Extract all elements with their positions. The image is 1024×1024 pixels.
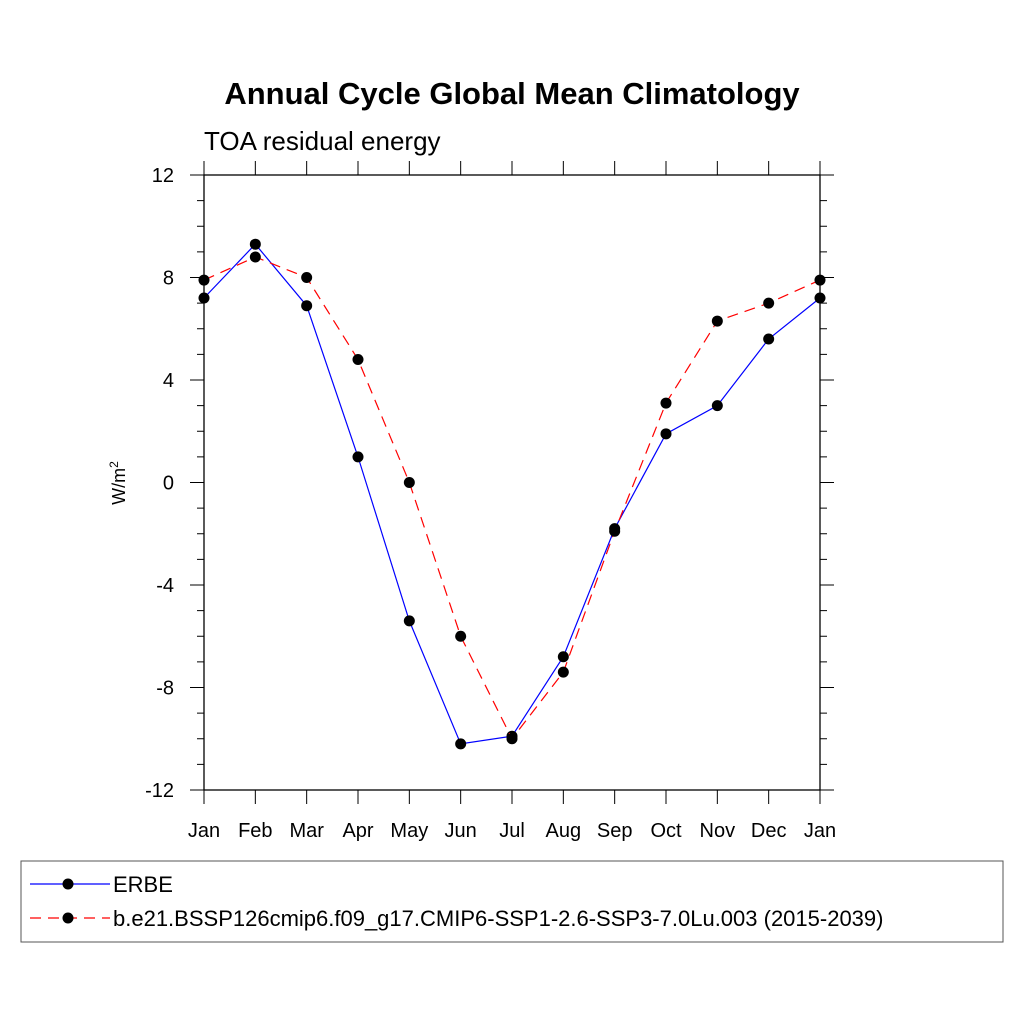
x-tick-label: Jul	[499, 820, 525, 842]
data-point	[352, 451, 364, 463]
x-tick-label: Jan	[188, 820, 220, 842]
legend-label: ERBE	[113, 872, 173, 897]
data-point	[403, 615, 415, 627]
series-1	[198, 238, 826, 750]
y-axis-label: W/m2	[107, 461, 129, 505]
chart-subtitle: TOA residual energy	[204, 126, 441, 156]
plot-area	[203, 174, 821, 791]
data-point	[249, 251, 261, 263]
data-point	[711, 400, 723, 412]
data-point	[557, 666, 569, 678]
x-tick-label: Oct	[650, 820, 682, 842]
data-point	[198, 292, 210, 304]
legend-marker	[62, 912, 74, 924]
x-tick-label: Nov	[700, 820, 736, 842]
y-tick-label: -8	[156, 678, 174, 700]
plot-border	[203, 174, 821, 791]
legend-label: b.e21.BSSP126cmip6.f09_g17.CMIP6-SSP1-2.…	[113, 906, 883, 931]
series-layer	[198, 238, 826, 750]
y-axis: -12 -8 -4 0 4 8 12	[145, 165, 834, 802]
y-tick-label: 12	[152, 165, 174, 187]
x-tick-label: Sep	[597, 820, 633, 842]
x-tick-label: Apr	[342, 820, 373, 842]
x-axis: Jan Feb Mar Apr May Jun Jul Aug Sep Oct Nov Dec Jan	[188, 161, 836, 842]
chart-title: Annual Cycle Global Mean Climatology	[224, 76, 800, 111]
y-tick-label: 8	[163, 268, 174, 290]
data-point	[711, 315, 723, 327]
y-tick-label: 4	[163, 370, 174, 392]
y-tick-label: -4	[156, 575, 174, 597]
data-point	[609, 525, 621, 537]
data-point	[455, 630, 467, 642]
x-tick-label: Jun	[445, 820, 477, 842]
x-tick-label: Feb	[238, 820, 272, 842]
data-point	[506, 733, 518, 745]
x-tick-label: Jan	[804, 820, 836, 842]
y-tick-label: 0	[163, 473, 174, 495]
series-line	[203, 243, 821, 745]
data-point	[660, 397, 672, 409]
x-tick-label: Aug	[546, 820, 582, 842]
legend-box	[20, 860, 1004, 943]
data-point	[301, 272, 313, 283]
data-point	[814, 292, 826, 304]
x-tick-label: Mar	[289, 820, 324, 842]
x-tick-label: Dec	[751, 820, 787, 842]
legend: ERBE b.e21.BSSP126cmip6.f09_g17.CMIP6-SSP…	[20, 860, 1004, 943]
series-2	[198, 251, 826, 745]
series-line	[203, 256, 821, 740]
data-point	[301, 300, 313, 312]
data-point	[198, 274, 210, 286]
data-point	[814, 274, 826, 286]
data-point	[455, 738, 467, 750]
legend-marker	[62, 878, 74, 890]
data-point	[660, 428, 672, 440]
x-tick-label: May	[390, 820, 428, 842]
data-point	[352, 354, 364, 365]
data-point	[763, 297, 775, 309]
data-point	[763, 333, 775, 345]
y-tick-label: -12	[145, 780, 174, 802]
data-point	[249, 238, 261, 250]
data-point	[557, 651, 569, 663]
data-point	[403, 477, 415, 488]
